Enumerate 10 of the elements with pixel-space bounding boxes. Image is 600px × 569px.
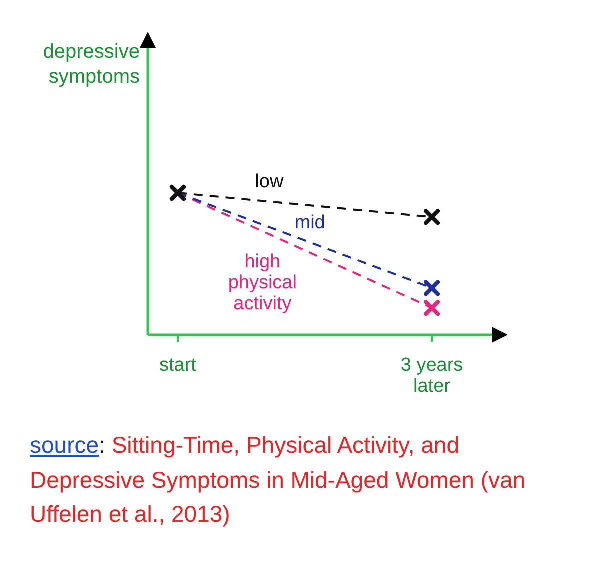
x-tick-label: start	[160, 355, 198, 376]
point	[424, 280, 440, 296]
text: depressive symptoms	[42, 40, 140, 90]
point	[424, 300, 440, 316]
point	[424, 209, 440, 226]
source-note: source: Sitting-Time, Physical Activity, and Depressive Symptoms in Mid-Aged Women (van Uffelen et al., 2013)	[30, 432, 526, 527]
series-label: high physical activity	[228, 251, 297, 314]
series-label: mid	[294, 212, 326, 234]
series-label: low	[255, 172, 284, 193]
x-tick-label: 3 years later	[400, 355, 464, 397]
